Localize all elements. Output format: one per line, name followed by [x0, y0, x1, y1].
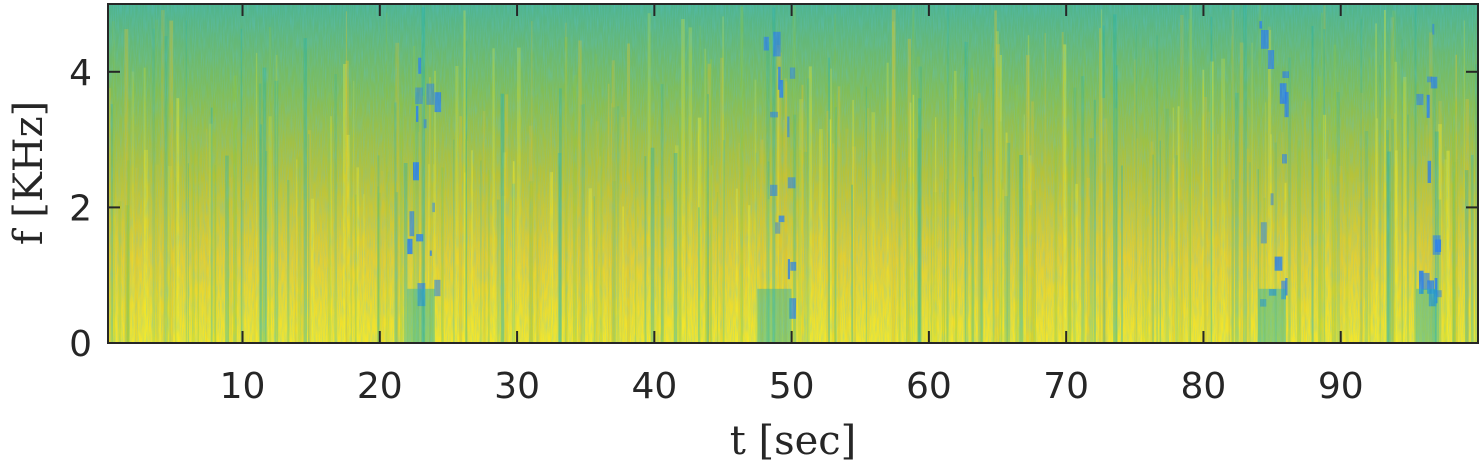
y-tick-label: 0 [69, 324, 92, 365]
x-tick-label: 10 [220, 366, 266, 407]
x-tick-label: 90 [1318, 366, 1364, 407]
y-axis: 0 2 4 [69, 53, 1478, 365]
spectrogram-image [108, 4, 1478, 343]
x-tick-label: 20 [357, 366, 403, 407]
x-tick-label: 60 [906, 366, 952, 407]
x-tick-label: 80 [1181, 366, 1227, 407]
plot-frame [107, 3, 1479, 344]
y-tick-label: 2 [69, 188, 92, 229]
x-tick-label: 70 [1043, 366, 1089, 407]
y-tick-label: 4 [69, 53, 92, 94]
y-axis-label: f [KHz] [6, 101, 52, 246]
x-tick-label: 40 [631, 366, 677, 407]
x-axis-label: t [sec] [730, 418, 857, 464]
x-tick-label: 30 [494, 366, 540, 407]
x-tick-label: 50 [769, 366, 815, 407]
spectrogram-texture [108, 4, 1478, 343]
x-axis: 10 20 30 40 50 60 70 80 90 [220, 4, 1364, 407]
